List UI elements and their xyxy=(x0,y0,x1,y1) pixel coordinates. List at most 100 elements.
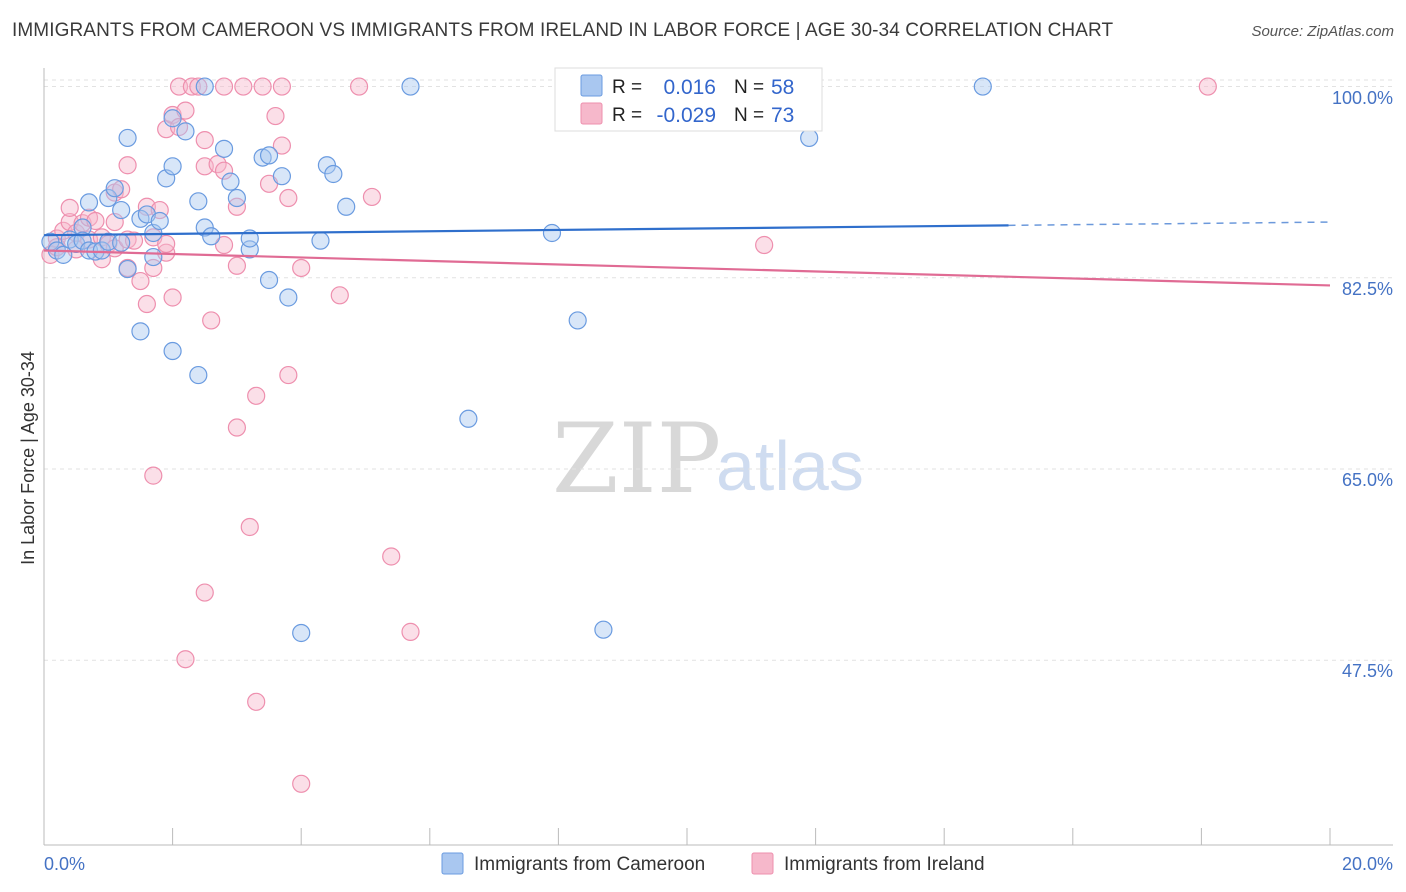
ireland-point xyxy=(227,418,246,437)
cameroon-point xyxy=(214,139,234,158)
ireland-point xyxy=(176,650,195,669)
legend-r-value-cameroon: 0.016 xyxy=(663,76,716,99)
cameroon-point xyxy=(272,167,292,186)
legend-n-value-ireland: 73 xyxy=(771,104,794,127)
ireland-point xyxy=(292,774,311,793)
cameroon-point xyxy=(144,247,163,267)
y-axis-title: In Labor Force | Age 30-34 xyxy=(18,351,38,565)
ireland-point xyxy=(227,256,246,275)
cameroon-point xyxy=(105,179,124,198)
cameroon-point xyxy=(163,109,182,128)
cameroon-point xyxy=(189,365,208,385)
ireland-point xyxy=(266,106,285,126)
ireland-point xyxy=(195,583,214,602)
ireland-point xyxy=(202,311,221,330)
cameroon-point xyxy=(150,211,169,231)
cameroon-point xyxy=(973,77,992,96)
ireland-point xyxy=(330,286,349,305)
cameroon-point xyxy=(259,270,279,290)
ireland-point xyxy=(1198,77,1217,96)
ireland-point xyxy=(169,77,189,96)
cameroon-point xyxy=(112,200,131,220)
ireland-point xyxy=(292,258,311,278)
cameroon-point xyxy=(292,623,311,643)
gridlines xyxy=(44,79,1393,661)
cameroon-point xyxy=(189,192,208,211)
ireland-point xyxy=(234,77,253,96)
cameroon-point xyxy=(118,128,137,148)
cameroon-point xyxy=(99,188,118,208)
y-tick-label-47-5: 47.5% xyxy=(1342,661,1393,681)
ireland-point xyxy=(182,77,201,96)
cameroon-point xyxy=(279,288,298,307)
ireland-point xyxy=(279,188,298,208)
bottom-legend-swatch-ireland xyxy=(751,852,774,875)
ireland-point xyxy=(214,161,234,180)
cameroon-point xyxy=(568,311,587,330)
y-tick-label-100: 100.0% xyxy=(1332,88,1393,108)
legend-r-value-ireland: -0.029 xyxy=(656,104,716,127)
bottom-legend-swatch-cameroon xyxy=(441,852,464,875)
cameroon-point xyxy=(163,157,182,176)
cameroon-point xyxy=(324,164,343,184)
cameroon-point xyxy=(221,172,240,191)
ireland-point xyxy=(272,136,292,155)
legend-r-label-ireland: R = xyxy=(612,105,642,126)
cameroon-point xyxy=(594,620,613,639)
legend-swatch-cameroon xyxy=(580,74,603,97)
ireland-point xyxy=(189,77,208,96)
ireland-point xyxy=(349,77,369,96)
x-tick-label-min: 0.0% xyxy=(44,854,85,874)
watermark: ZIP atlas xyxy=(552,403,864,515)
cameroon-point xyxy=(79,193,99,212)
cameroon-point xyxy=(227,188,246,208)
trend-line-cameroon-extension xyxy=(1008,221,1331,227)
cameroon-point xyxy=(195,77,214,96)
ireland-point xyxy=(157,234,176,254)
cameroon-point xyxy=(202,227,221,246)
ireland-point xyxy=(401,622,420,641)
source-label: Source: ZipAtlas.com xyxy=(1251,23,1394,40)
trend-line-cameroon xyxy=(43,224,1009,237)
ireland-point xyxy=(382,547,401,566)
ireland-point xyxy=(137,294,156,314)
cameroon-point xyxy=(401,77,420,96)
bottom-legend: Immigrants from Cameroon Immigrants from… xyxy=(441,852,985,875)
trend-lines xyxy=(43,221,1331,287)
cameroon-point xyxy=(163,341,182,361)
legend-r-label-cameroon: R = xyxy=(612,77,642,98)
ireland-point xyxy=(214,77,234,96)
bottom-legend-label-cameroon: Immigrants from Cameroon xyxy=(474,854,705,875)
ireland-point xyxy=(279,365,298,385)
ireland-point xyxy=(195,131,214,150)
cameroon-point xyxy=(112,233,131,252)
legend-box: R = 0.016 N = 58 R = -0.029 N = 73 xyxy=(554,67,823,132)
ireland-point xyxy=(247,386,266,405)
ireland-point xyxy=(208,155,227,174)
cameroon-point xyxy=(459,409,478,428)
axes xyxy=(43,68,1393,846)
cameroon-point xyxy=(131,322,150,341)
bottom-legend-label-ireland: Immigrants from Ireland xyxy=(784,854,985,875)
ireland-point xyxy=(755,235,774,255)
ireland-point xyxy=(240,517,259,537)
trend-line-ireland xyxy=(43,249,1331,287)
x-tick-label-max: 20.0% xyxy=(1342,854,1393,874)
watermark-atlas: atlas xyxy=(716,427,864,505)
ireland-point xyxy=(362,187,382,207)
cameroon-point xyxy=(800,128,819,148)
ireland-point xyxy=(247,692,266,711)
y-tick-label-65: 65.0% xyxy=(1342,470,1393,490)
cameroon-point xyxy=(542,223,562,243)
legend-n-label-ireland: N = xyxy=(734,105,764,126)
legend-n-label-cameroon: N = xyxy=(734,77,764,98)
y-tick-label-82-5: 82.5% xyxy=(1342,279,1393,299)
ireland-point xyxy=(253,77,272,96)
cameroon-point xyxy=(73,231,92,250)
ireland-point xyxy=(163,288,182,307)
ireland-point xyxy=(118,156,137,175)
ireland-point xyxy=(112,180,131,199)
legend-swatch-ireland xyxy=(580,102,603,125)
cameroon-point xyxy=(118,259,137,279)
